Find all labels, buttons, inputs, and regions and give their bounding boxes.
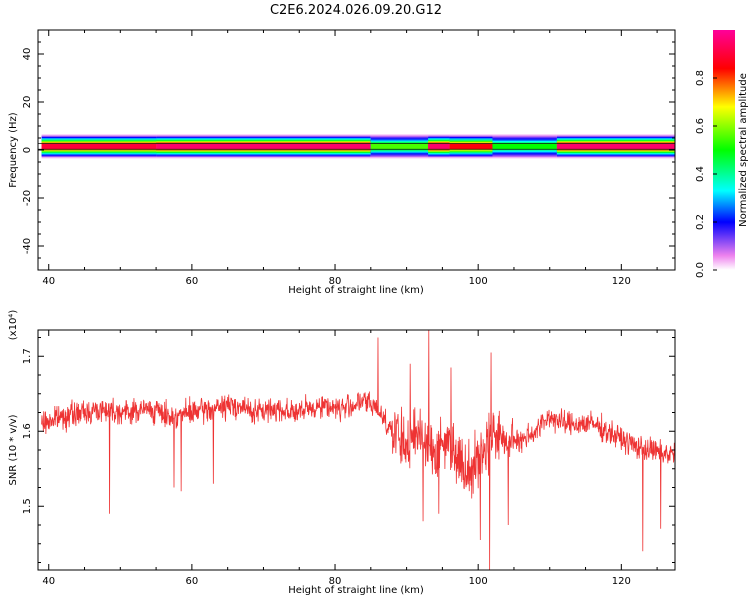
heatmap-y-tick-label: 0 xyxy=(22,147,33,153)
heatmap-x-tick-label: 40 xyxy=(42,276,55,287)
heatmap-x-label: Height of straight line (km) xyxy=(288,285,424,296)
heatmap-band-segment-1-layer-7 xyxy=(156,143,371,150)
colorbar-ticks: 0.0 0.2 0.4 0.6 0.8 xyxy=(695,70,717,278)
snr-x-tick-label: 100 xyxy=(469,576,488,587)
heatmap-band-segment-5-layer-7 xyxy=(492,143,557,150)
heatmap-y-tick-label: -20 xyxy=(22,190,33,206)
heatmap-band xyxy=(38,134,675,159)
heatmap-band-segment-2-layer-7 xyxy=(370,143,429,150)
snr-series-line xyxy=(41,330,675,570)
snr-x-tick-label: 60 xyxy=(186,576,199,587)
heatmap-band-segment-3-layer-7 xyxy=(428,143,450,150)
heatmap-x-tick-label: 120 xyxy=(612,276,631,287)
colorbar-tick-label: 0.4 xyxy=(695,166,706,182)
heatmap-y-tick-label: 20 xyxy=(22,96,33,109)
snr-y-tick-label: 1.5 xyxy=(22,498,33,514)
heatmap-x-tick-label: 60 xyxy=(186,276,199,287)
heatmap-panel: 40 60 80 100 120 40 20 0 -20 -40 Height of strai… xyxy=(8,29,676,296)
heatmap-x-tick-label: 100 xyxy=(469,276,488,287)
colorbar-gradient xyxy=(713,30,735,270)
snr-y-label: SNR (10 * v/v) xyxy=(8,414,19,485)
snr-y-tick-label: 1.7 xyxy=(22,348,33,364)
heatmap-band-segment-6-layer-7 xyxy=(556,143,675,150)
heatmap-x-tick-label: 80 xyxy=(329,276,342,287)
heatmap-y-ticks: 40 20 0 -20 -40 xyxy=(22,41,675,259)
colorbar-label: Normalized spectral amplitude xyxy=(738,73,749,227)
snr-x-tick-label: 80 xyxy=(329,576,342,587)
snr-x-label: Height of straight line (km) xyxy=(288,585,424,596)
colorbar: 0.0 0.2 0.4 0.6 0.8 Normalized spectral ampl… xyxy=(695,30,749,278)
colorbar-tick-label: 0.8 xyxy=(695,70,706,86)
snr-y-ticks: 1.5 1.6 1.7 xyxy=(22,337,675,563)
snr-panel: 40 60 80 100 120 1.5 1.6 1.7 Height of straigh… xyxy=(8,310,676,596)
colorbar-tick-label: 0.2 xyxy=(695,214,706,230)
heatmap-x-ticks: 40 60 80 100 120 xyxy=(42,30,658,287)
heatmap-y-tick-label: 40 xyxy=(22,48,33,61)
snr-x-tick-label: 40 xyxy=(42,576,55,587)
heatmap-y-label: Frequency (Hz) xyxy=(8,112,19,188)
snr-x-ticks: 40 60 80 100 120 xyxy=(42,330,658,587)
snr-x-tick-label: 120 xyxy=(612,576,631,587)
colorbar-tick-label: 0.6 xyxy=(695,118,706,134)
figure-title: C2E6.2024.026.09.20.G12 xyxy=(270,3,442,18)
snr-multiplier-label: (x10⁴) xyxy=(8,310,19,341)
heatmap-band-segment-4-layer-7 xyxy=(449,143,493,150)
heatmap-y-tick-label: -40 xyxy=(22,238,33,254)
heatmap-band-segment-0-layer-7 xyxy=(41,143,157,150)
snr-plot-frame xyxy=(37,329,676,571)
colorbar-tick-label: 0.0 xyxy=(695,262,706,278)
snr-y-tick-label: 1.6 xyxy=(22,423,33,439)
